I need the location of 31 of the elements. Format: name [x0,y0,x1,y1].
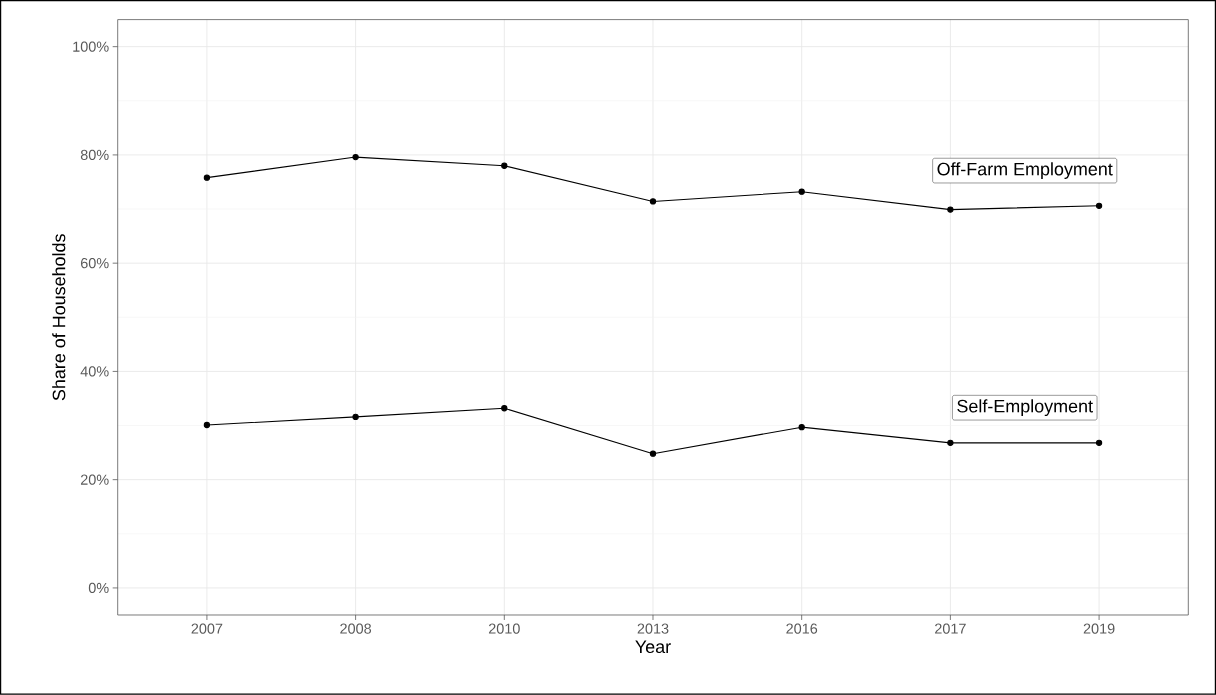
point [649,198,657,205]
y-tick-label: 40% [80,366,109,377]
point [501,405,508,412]
x-tick-label: 2010 [488,623,520,634]
point [798,424,805,431]
y-tick-label: 60% [80,258,109,269]
point [1095,202,1103,210]
x-tick-label: 2017 [935,623,966,634]
x-tick-label: 2019 [1083,623,1115,634]
point [649,450,657,458]
point [947,206,954,213]
y-tick-label: 20% [80,474,109,485]
x-axis-title: Year [635,640,671,654]
y-axis-title: Share of Households [52,234,66,401]
point [352,154,359,161]
point [501,162,508,170]
legend-label: Off-Farm Employment [937,162,1113,180]
x-tick-label: 2008 [340,623,372,634]
y-tick-label: 100% [73,41,109,52]
point [798,188,805,196]
x-tick-label: 2013 [637,623,669,634]
legend-label: Self-Employment [957,399,1093,417]
point [947,439,954,447]
point [352,413,359,421]
x-tick-label: 2016 [786,623,818,634]
point [1095,439,1103,447]
y-tick-label: 0% [88,582,109,594]
x-tick-label: 2007 [191,623,223,634]
point [203,422,211,429]
point [203,174,211,181]
y-tick-label: 80% [80,149,109,161]
